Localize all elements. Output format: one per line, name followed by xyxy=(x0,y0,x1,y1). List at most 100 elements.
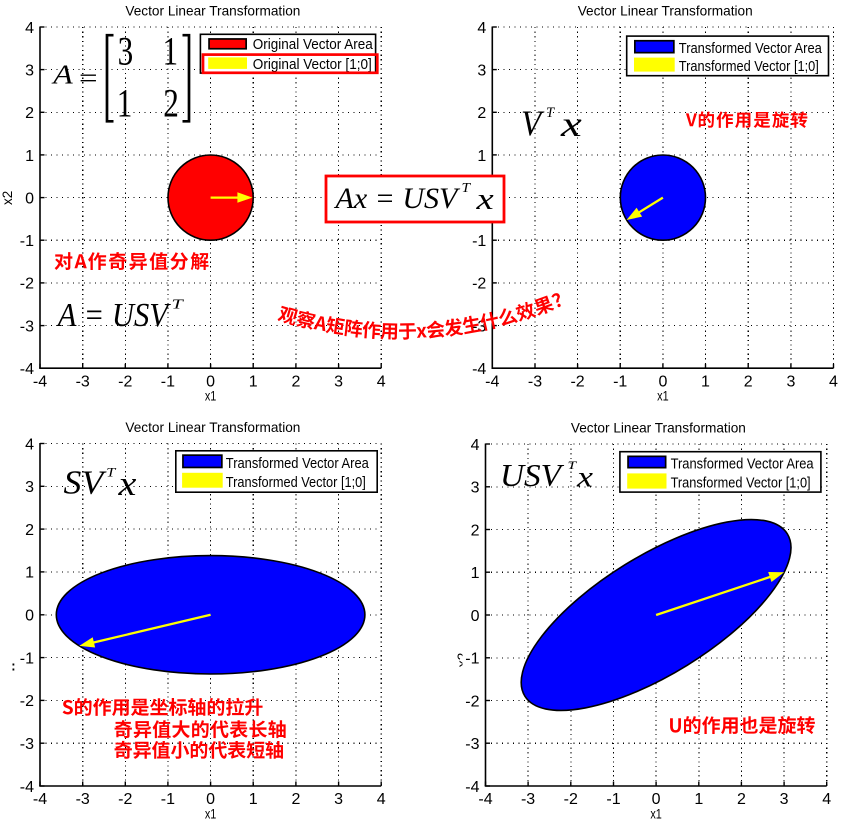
svg-text:Transformed Vector Area: Transformed Vector Area xyxy=(671,455,815,472)
svg-text:-1: -1 xyxy=(465,651,479,668)
svg-text:3: 3 xyxy=(334,373,343,390)
svg-text:3: 3 xyxy=(786,373,795,390)
svg-text:2: 2 xyxy=(291,373,300,390)
svg-text:USV: USV xyxy=(500,459,565,494)
svg-text:2: 2 xyxy=(471,522,480,539)
svg-text:-1: -1 xyxy=(613,373,627,390)
svg-text:-4: -4 xyxy=(20,779,34,796)
svg-text:3: 3 xyxy=(25,62,34,79)
svg-text:-1: -1 xyxy=(161,791,175,808)
svg-text:Transformed Vector Area: Transformed Vector Area xyxy=(226,455,370,472)
svg-text:3: 3 xyxy=(334,791,343,808)
svg-text:x1: x1 xyxy=(205,389,217,404)
svg-text:-4: -4 xyxy=(485,373,499,390)
svg-text:Transformed Vector [1;0]: Transformed Vector [1;0] xyxy=(671,474,811,491)
svg-text:Original Vector Area: Original Vector Area xyxy=(253,36,374,53)
svg-text:-3: -3 xyxy=(76,373,90,390)
svg-text:4: 4 xyxy=(25,20,34,37)
svg-text:0: 0 xyxy=(471,608,480,625)
svg-text:-2: -2 xyxy=(570,373,584,390)
svg-text:1: 1 xyxy=(701,373,710,390)
svg-text:-2: -2 xyxy=(472,276,486,293)
svg-text:Transformed Vector [1;0]: Transformed Vector [1;0] xyxy=(226,474,366,491)
svg-text:T: T xyxy=(106,466,117,480)
svg-text:Original Vector [1;0]: Original Vector [1;0] xyxy=(253,56,372,73)
svg-text:2: 2 xyxy=(25,105,34,122)
svg-text:3: 3 xyxy=(780,791,789,808)
svg-text:-1: -1 xyxy=(20,233,34,250)
svg-text:3: 3 xyxy=(25,479,34,496)
svg-text:3: 3 xyxy=(118,29,134,74)
svg-text:-3: -3 xyxy=(76,791,90,808)
svg-text:-1: -1 xyxy=(20,650,34,667)
svg-text:-2: -2 xyxy=(465,693,479,710)
svg-text:-2: -2 xyxy=(20,276,34,293)
svg-text:Ax = USV: Ax = USV xyxy=(334,182,462,215)
svg-text:V: V xyxy=(521,104,545,144)
svg-text:3: 3 xyxy=(471,480,480,497)
svg-text:-1: -1 xyxy=(161,373,175,390)
svg-text:-4: -4 xyxy=(33,791,47,808)
svg-text:-4: -4 xyxy=(465,779,479,796)
svg-text:0: 0 xyxy=(25,608,34,625)
svg-text:-3: -3 xyxy=(20,318,34,335)
svg-text:4: 4 xyxy=(377,791,386,808)
svg-text:4: 4 xyxy=(25,436,34,453)
svg-text:Vector Linear Transformation: Vector Linear Transformation xyxy=(578,2,753,18)
svg-text:1: 1 xyxy=(249,373,258,390)
svg-text:3: 3 xyxy=(477,62,486,79)
svg-text:2: 2 xyxy=(291,791,300,808)
svg-text:4: 4 xyxy=(477,20,486,37)
svg-text:x1: x1 xyxy=(205,806,217,821)
svg-text:0: 0 xyxy=(25,190,34,207)
svg-text:-2: -2 xyxy=(118,791,132,808)
svg-text:Transformed Vector Area: Transformed Vector Area xyxy=(679,40,823,57)
svg-text:-3: -3 xyxy=(528,373,542,390)
svg-text:x1: x1 xyxy=(650,806,662,821)
svg-text:0: 0 xyxy=(652,791,661,808)
svg-text:4: 4 xyxy=(471,437,480,454)
svg-text:2: 2 xyxy=(737,791,746,808)
svg-text:2: 2 xyxy=(477,105,486,122)
svg-text:1: 1 xyxy=(477,148,486,165)
svg-text:T: T xyxy=(568,459,578,472)
svg-text:x2: x2 xyxy=(0,191,15,205)
svg-text:x: x xyxy=(475,181,494,215)
svg-text:0: 0 xyxy=(206,373,215,390)
svg-text:-3: -3 xyxy=(465,736,479,753)
svg-text:A: A xyxy=(51,61,74,90)
svg-text:1: 1 xyxy=(117,81,133,126)
svg-text:2: 2 xyxy=(25,522,34,539)
svg-text:1: 1 xyxy=(162,29,178,74)
svg-text:Vector Linear Transformation: Vector Linear Transformation xyxy=(571,419,746,435)
svg-text:x: x xyxy=(560,105,582,145)
svg-text:0: 0 xyxy=(658,373,667,390)
svg-text:T: T xyxy=(546,105,555,121)
svg-text:-4: -4 xyxy=(20,361,34,378)
svg-text:SV: SV xyxy=(64,463,107,501)
svg-text:-2: -2 xyxy=(564,791,578,808)
svg-text:Transformed Vector [1;0]: Transformed Vector [1;0] xyxy=(679,58,819,75)
svg-text:-2: -2 xyxy=(118,373,132,390)
svg-text:-3: -3 xyxy=(20,736,34,753)
svg-text:4: 4 xyxy=(829,373,838,390)
svg-text:4: 4 xyxy=(377,373,386,390)
svg-text:1: 1 xyxy=(25,565,34,582)
svg-text:1: 1 xyxy=(25,148,34,165)
svg-text:-4: -4 xyxy=(478,791,492,808)
svg-text:T: T xyxy=(462,181,472,196)
svg-text:Vector Linear Transformation: Vector Linear Transformation xyxy=(125,419,300,435)
svg-text:x: x xyxy=(117,464,136,503)
svg-text:x2: x2 xyxy=(454,652,470,667)
svg-text:4: 4 xyxy=(822,791,831,808)
svg-text:-3: -3 xyxy=(521,791,535,808)
svg-text:0: 0 xyxy=(206,791,215,808)
svg-text:x: x xyxy=(576,460,593,493)
svg-text:1: 1 xyxy=(694,791,703,808)
svg-text:-4: -4 xyxy=(472,361,486,378)
svg-text:x1: x1 xyxy=(657,389,669,404)
svg-text:Vector Linear Transformation: Vector Linear Transformation xyxy=(125,2,300,18)
svg-text:1: 1 xyxy=(249,791,258,808)
svg-text:=: = xyxy=(79,63,98,93)
svg-text:A = USV: A = USV xyxy=(56,296,171,334)
